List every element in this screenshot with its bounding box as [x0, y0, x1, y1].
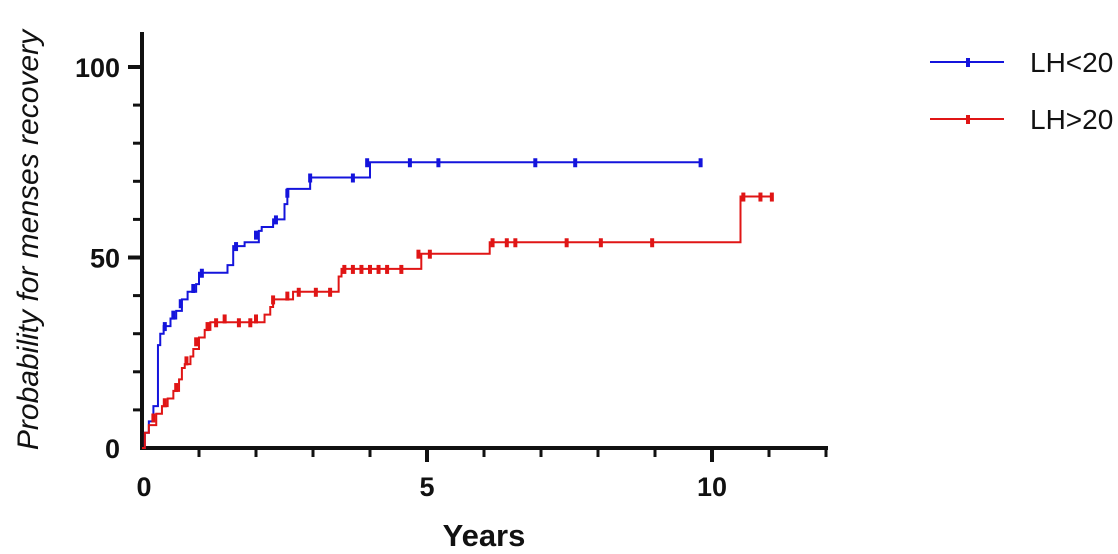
- y-tick-label: 50: [90, 244, 120, 274]
- y-tick-label: 100: [75, 53, 120, 83]
- series-2: [142, 192, 774, 449]
- x-tick-label: 10: [697, 472, 727, 502]
- y-tick-label: 0: [105, 434, 120, 464]
- legend-label: LH>20: [1030, 104, 1113, 135]
- series-line: [142, 161, 701, 449]
- series-1: [142, 158, 703, 449]
- legend-label: LH<20: [1030, 47, 1113, 78]
- y-axis-title: Probability for menses recovery: [12, 28, 45, 450]
- plot-area: [142, 158, 774, 449]
- x-tick-label: 5: [419, 472, 434, 502]
- x-axis-title: Years: [443, 518, 526, 549]
- x-tick-label: 0: [136, 472, 151, 502]
- axes: [140, 32, 828, 450]
- legend: LH<20 LH>20: [930, 47, 1113, 135]
- series-line: [142, 195, 772, 449]
